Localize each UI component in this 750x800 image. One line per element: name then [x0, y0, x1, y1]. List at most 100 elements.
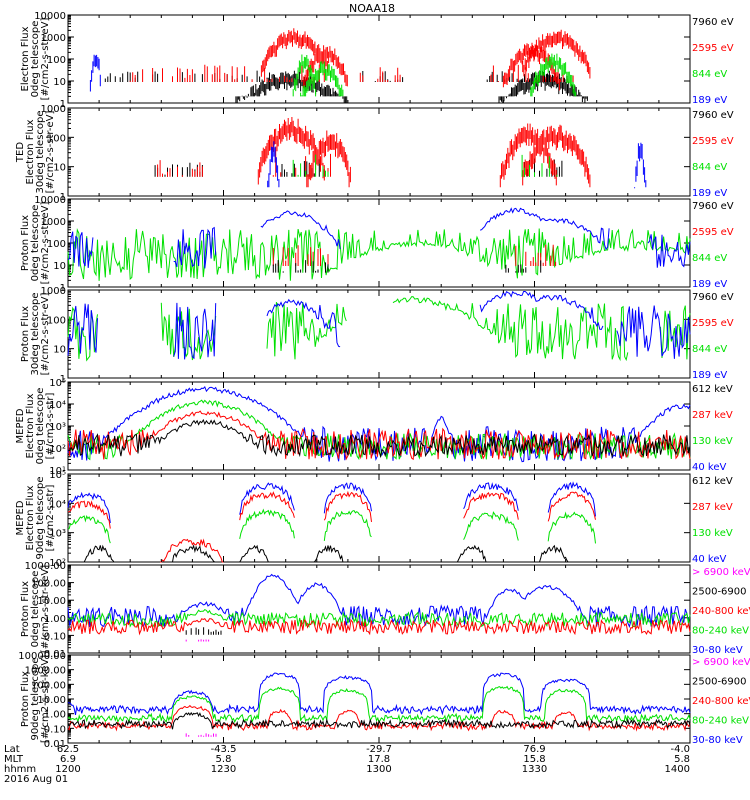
footer-value-lat: 76.9 [523, 744, 545, 755]
footer-value-mlt: 5.8 [674, 754, 690, 765]
legend-entry: 2500-6900 [692, 587, 747, 598]
legend-entry: 189 eV [692, 188, 727, 199]
series-trace-2 [67, 490, 596, 563]
series-trace-2 [67, 608, 691, 629]
y-axis-label-line: 0deg telescope [30, 21, 41, 98]
legend-entry: 2500-6900 [692, 677, 747, 688]
y-tick-label: 10⁴ [49, 499, 66, 510]
y-tick-label: 1 [60, 283, 66, 294]
legend-entry: 80-240 keV [692, 626, 749, 637]
y-tick-label: 0.10 [44, 631, 66, 642]
legend-entry: > 6900 keV [692, 657, 750, 668]
legend-entry: 287 keV [692, 502, 733, 513]
series-trace-4 [67, 418, 691, 459]
y-axis-label-line: [#/cm2-s-str-eV] [40, 18, 51, 101]
legend-entry: > 6900 keV [692, 567, 750, 578]
legend-entry: 240-800 keV [692, 696, 750, 707]
y-tick-label: 10⁵ [49, 378, 66, 389]
y-tick-label: 0.01 [44, 739, 66, 750]
series-trace-3 [67, 618, 691, 636]
footer-row-label: MLT [4, 754, 24, 765]
y-tick-label: 10¹ [49, 466, 66, 477]
legend-entry: 2595 eV [692, 318, 734, 329]
legend-entry: 7960 eV [692, 17, 734, 28]
legend-entry: 30-80 keV [692, 645, 743, 656]
legend-entry: 2595 eV [692, 43, 734, 54]
series-trace-1 [154, 158, 563, 177]
series-trace-4 [267, 141, 647, 189]
y-tick-label: 10² [49, 444, 66, 455]
y-axis-label-line: 0deg telescope [30, 205, 41, 282]
footer-value-hhmm: 1230 [211, 764, 236, 775]
y-axis-label-line: Proton Flux [20, 581, 31, 637]
panel-8: 0.010.101.0010.00100.001000.0010000.00Pr… [18, 651, 750, 750]
legend-entry: 30-80 keV [692, 735, 743, 746]
legend-entry: 7960 eV [692, 292, 734, 303]
panel-frame [67, 107, 691, 197]
legend-entry: 189 eV [692, 95, 727, 106]
y-axis-label-line: [#/cm2-s-str-eV] [45, 111, 56, 194]
y-tick-label: 0.10 [44, 724, 66, 735]
y-tick-label: 100 [47, 315, 66, 326]
series-trace-2 [157, 117, 591, 188]
y-axis-label-line: MEPED [15, 408, 26, 443]
legend-entry: 130 keV [692, 436, 733, 447]
legend-entry: 844 eV [692, 253, 727, 264]
legend-entry: 7960 eV [692, 110, 734, 121]
series-trace-1 [67, 481, 596, 524]
y-axis-label-line: MEPED [15, 500, 26, 535]
legend-entry: 844 eV [692, 344, 727, 355]
series-trace-3 [292, 53, 577, 97]
legend-entry: 844 eV [692, 162, 727, 173]
series-trace-5 [185, 733, 217, 737]
y-tick-label: 10² [49, 558, 66, 569]
legend-entry: 612 keV [692, 476, 733, 487]
legend-entry: 612 keV [692, 384, 733, 395]
y-tick-label: 100 [47, 55, 66, 66]
y-tick-label: 10.00 [37, 596, 66, 607]
y-tick-label: 1.00 [44, 614, 66, 625]
y-axis-label-line: [#/cm2-s-str-eV] [40, 293, 51, 376]
y-axis-label-line: Electron Flux [20, 26, 31, 91]
footer-value-mlt: 17.8 [368, 754, 390, 765]
y-axis-label-line: 30deg telescope [30, 292, 41, 375]
y-axis-label-line: TED [15, 142, 26, 163]
legend-entry: 130 keV [692, 528, 733, 539]
series-trace-1 [67, 227, 691, 281]
y-axis-label: TEDElectron Flux30deg telescope[#/cm2-s-… [15, 110, 56, 193]
y-axis-label: MEPEDElectron Flux0deg telescope[#/cm2-s… [15, 388, 56, 465]
y-tick-label: 100 [47, 133, 66, 144]
footer-row-label: Lat [4, 744, 20, 755]
y-axis-label-line: 90deg telescope [35, 476, 46, 559]
y-axis-label-line: 0deg telescope [30, 571, 41, 648]
panel-frame [67, 654, 691, 744]
y-tick-label: 10000 [34, 195, 66, 206]
y-axis-label-line: [#/cm2-s-str-keV] [40, 655, 51, 743]
y-tick-label: 1000 [41, 104, 66, 115]
series-trace-4 [272, 260, 542, 273]
y-tick-label: 10⁵ [49, 470, 66, 481]
y-tick-label: 100.00 [31, 579, 66, 590]
series-trace-5 [185, 639, 210, 642]
legend-entry: 189 eV [692, 279, 727, 290]
y-axis-label-line: Electron Flux [25, 393, 36, 458]
y-axis-label-line: 0deg telescope [35, 388, 46, 465]
y-tick-label: 10 [53, 77, 66, 88]
y-tick-label: 0.01 [44, 649, 66, 660]
y-tick-label: 10 [53, 163, 66, 174]
series-trace-2 [67, 207, 691, 269]
y-axis-label-line: [#/cm2-s-str] [45, 484, 56, 551]
y-axis-label-line: Proton Flux [20, 215, 31, 271]
y-tick-label: 10 [53, 345, 66, 356]
series-trace-3 [67, 704, 691, 732]
y-axis-label-line: [#/cm2-s-str-keV] [40, 565, 51, 653]
series-trace-2 [67, 290, 691, 360]
